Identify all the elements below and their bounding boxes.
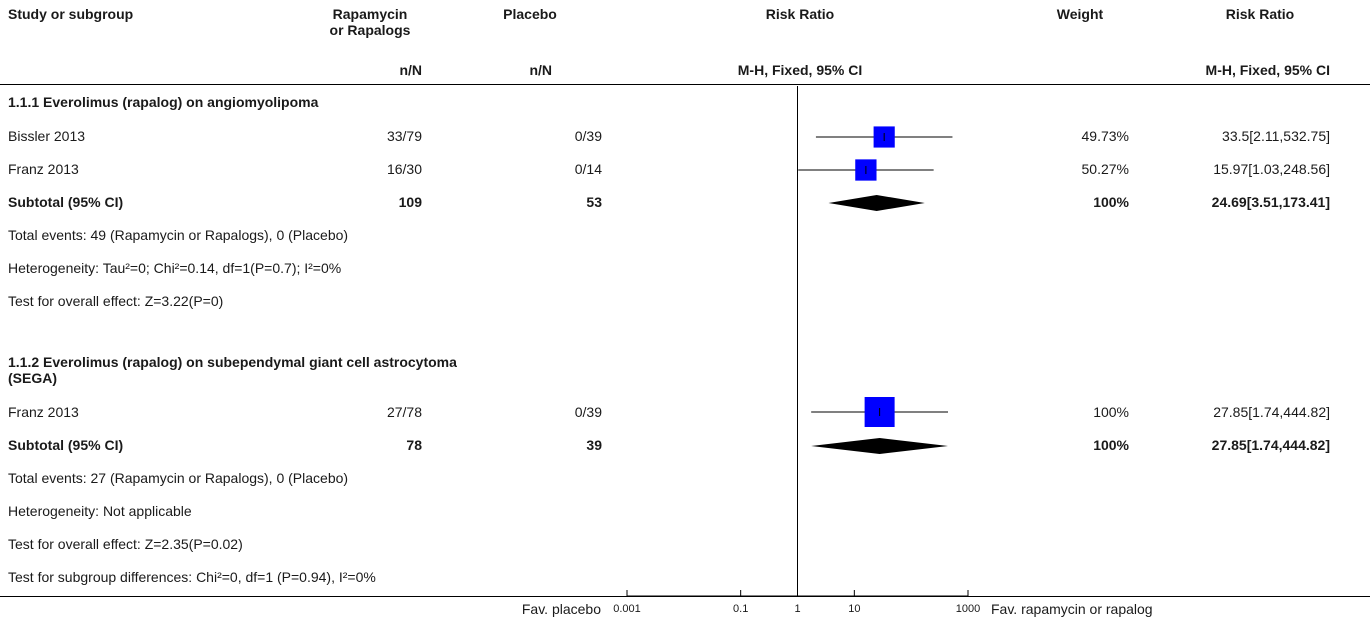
subtotal-weight: 100%	[1093, 437, 1129, 453]
heterogeneity-note: Heterogeneity: Not applicable	[8, 503, 192, 519]
x-axis-tick-label: 1	[794, 603, 800, 615]
subheader-treatment: n/N	[399, 62, 422, 78]
study-placebo: 0/14	[574, 161, 602, 177]
x-axis-tick-label: 0.1	[733, 603, 748, 615]
study-weight: 49.73%	[1081, 128, 1129, 144]
subtotal-placebo: 53	[586, 194, 602, 210]
study-treatment: 16/30	[386, 161, 422, 177]
total-events-note: Total events: 49 (Rapamycin or Rapalogs)…	[8, 227, 349, 243]
total-events-note: Total events: 27 (Rapamycin or Rapalogs)…	[8, 470, 349, 486]
subtotal-diamond	[828, 195, 925, 211]
study-name: Franz 2013	[8, 404, 79, 420]
subtotal-treatment: 109	[398, 194, 422, 210]
subheader-risk-ratio-text: M-H, Fixed, 95% CI	[1205, 62, 1330, 78]
study-weight: 50.27%	[1081, 161, 1129, 177]
group-title: 1.1.1 Everolimus (rapalog) on angiomyoli…	[8, 94, 319, 110]
header-risk-ratio-plot: Risk Ratio	[765, 6, 835, 22]
header-placebo: Placebo	[503, 6, 557, 22]
subtotal-placebo: 39	[586, 437, 602, 453]
subtotal-label: Subtotal (95% CI)	[8, 437, 124, 453]
x-axis-tick-label: 10	[848, 603, 860, 615]
subtotal-ci-text: 27.85[1.74,444.82]	[1211, 437, 1330, 453]
favours-left-label: Fav. placebo	[521, 601, 601, 617]
header-divider	[0, 84, 1370, 85]
overall-effect-note: Test for overall effect: Z=2.35(P=0.02)	[8, 536, 243, 552]
subtotal-weight: 100%	[1093, 194, 1129, 210]
study-ci-text: 15.97[1.03,248.56]	[1213, 161, 1330, 177]
header-treatment: Rapamycin or Rapalogs	[310, 6, 430, 38]
subtotal-label: Subtotal (95% CI)	[8, 194, 124, 210]
header-study: Study or subgroup	[8, 6, 134, 22]
subtotal-ci-text: 24.69[3.51,173.41]	[1211, 194, 1330, 210]
study-placebo: 0/39	[574, 404, 602, 420]
subgroup-differences-note: Test for subgroup differences: Chi²=0, d…	[8, 569, 376, 585]
study-name: Bissler 2013	[8, 128, 86, 144]
subtotal-treatment: 78	[406, 437, 422, 453]
study-ci-text: 27.85[1.74,444.82]	[1213, 404, 1330, 420]
study-weight: 100%	[1093, 404, 1129, 420]
header-treatment-line1: Rapamycin	[332, 6, 408, 22]
study-ci-text: 33.5[2.11,532.75]	[1222, 128, 1330, 144]
study-treatment: 27/78	[386, 404, 422, 420]
favours-right-label: Fav. rapamycin or rapalog	[991, 601, 1153, 617]
overall-effect-note: Test for overall effect: Z=3.22(P=0)	[8, 293, 224, 309]
header-weight: Weight	[1056, 6, 1104, 22]
x-axis-tick-label: 1000	[956, 603, 980, 615]
group-title: 1.1.2 Everolimus (rapalog) on subependym…	[8, 354, 457, 370]
group-title-line2: (SEGA)	[8, 370, 57, 386]
header-risk-ratio-text: Risk Ratio	[1225, 6, 1295, 22]
subtotal-diamond	[811, 438, 949, 454]
subheader-placebo: n/N	[529, 62, 552, 78]
study-name: Franz 2013	[8, 161, 79, 177]
header-treatment-line2: or Rapalogs	[329, 22, 411, 38]
study-placebo: 0/39	[574, 128, 602, 144]
x-axis-tick-label: 0.001	[613, 603, 641, 615]
subheader-risk-ratio-plot: M-H, Fixed, 95% CI	[737, 62, 863, 78]
study-treatment: 33/79	[386, 128, 422, 144]
heterogeneity-note: Heterogeneity: Tau²=0; Chi²=0.14, df=1(P…	[8, 260, 342, 276]
